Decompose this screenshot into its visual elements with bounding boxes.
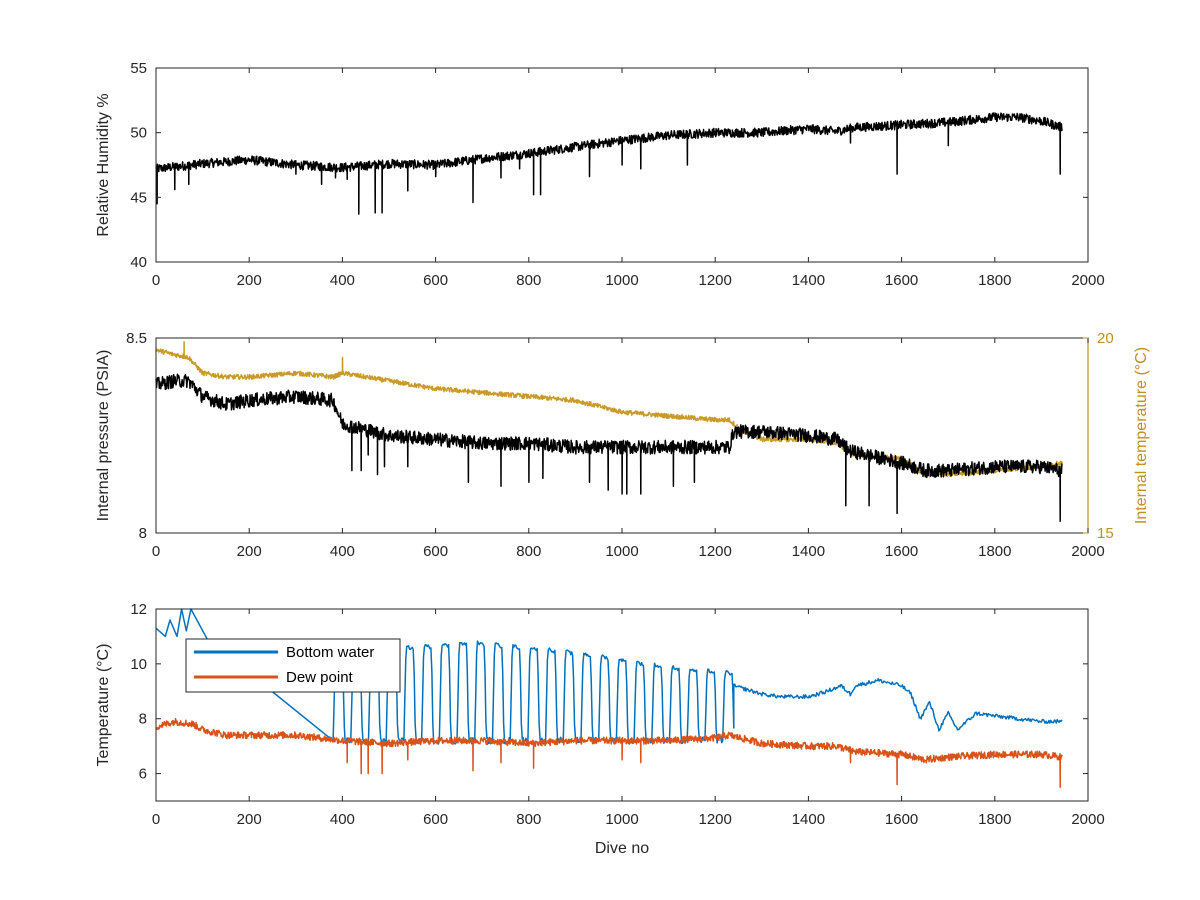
legend-dew-point-label: Dew point [286,669,354,686]
pressure-x-tick-label: 1400 [792,543,825,560]
pressure-x-tick-label: 1600 [885,543,918,560]
internal-temperature-y-axis-label: Internal temperature (°C) [1133,347,1150,524]
temperature-ticks: 0 200 400 600 800 1000 1200 1400 1600 1800 2000 6 8 1… [130,601,1104,828]
humidity-x-tick-label: 2000 [1071,272,1104,289]
humidity-x-tick-label: 600 [423,272,448,289]
humidity-x-tick-label: 800 [516,272,541,289]
humidity-series-layer [155,112,1064,215]
bottom-water-line [155,608,1063,745]
temperature-y-tick-label: 8 [139,711,147,728]
temperature-x-tick-label: 0 [152,811,160,828]
temperature-panel: 0 200 400 600 800 1000 1200 1400 1600 1800 2000 6 8 1… [95,601,1105,857]
temperature-x-tick-label: 1000 [605,811,638,828]
temperature-x-tick-label: 400 [330,811,355,828]
humidity-x-tick-label: 400 [330,272,355,289]
pressure-x-tick-label: 400 [330,543,355,560]
pressure-series-layer [155,341,1064,523]
humidity-x-tick-label: 1400 [792,272,825,289]
pressure-x-tick-label: 200 [237,543,262,560]
legend: Bottom water Dew point [185,638,401,693]
temperature-x-tick-label: 200 [237,811,262,828]
temperature-y-tick-label: 12 [130,601,147,618]
temperature-x-tick-label: 600 [423,811,448,828]
humidity-y-tick-label: 50 [130,125,147,142]
humidity-y-axis-label: Relative Humidity % [95,93,112,236]
dew-point-line [155,717,1064,789]
pressure-x-tick-label: 2000 [1071,543,1104,560]
legend-bottom-water-label: Bottom water [286,644,374,661]
dive-no-x-axis-label: Dive no [595,840,649,857]
temperature-x-tick-label: 1200 [699,811,732,828]
pressure-x-tick-label: 800 [516,543,541,560]
pressure-series-1-line [155,373,1063,523]
humidity-x-tick-label: 1200 [699,272,732,289]
humidity-panel: 0 200 400 600 800 1000 1200 1400 1600 1800 2000 40 4… [95,60,1105,289]
temperature-y-tick-label: 10 [130,656,147,673]
pressure-series-0-line [155,341,1064,478]
humidity-y-tick-label: 40 [130,254,147,271]
pressure-y-tick-label: 8.5 [126,330,147,347]
humidity-x-tick-label: 1000 [605,272,638,289]
temperature-y-axis-label: Temperature (°C) [95,644,112,767]
pressure-x-tick-label: 1000 [605,543,638,560]
pressure-y-tick-label: 8 [139,525,147,542]
temperature-x-tick-label: 1800 [978,811,1011,828]
pressure-right-y-tick-label: 15 [1097,525,1114,542]
temperature-series-layer [155,608,1064,789]
pressure-y-axis-label: Internal pressure (PSIA) [95,350,112,522]
humidity-ticks: 0 200 400 600 800 1000 1200 1400 1600 1800 2000 40 4… [130,60,1104,289]
humidity-x-tick-label: 0 [152,272,160,289]
humidity-x-tick-label: 1800 [978,272,1011,289]
legend-box [185,638,401,693]
pressure-right-y-tick-label: 20 [1097,330,1114,347]
pressure-x-tick-label: 1200 [699,543,732,560]
temperature-x-tick-label: 2000 [1071,811,1104,828]
pressure-panel: 0 200 400 600 800 1000 1200 1400 1600 1800 2000 8 8.… [95,330,1150,560]
pressure-x-tick-label: 600 [423,543,448,560]
humidity-x-tick-label: 1600 [885,272,918,289]
temperature-x-tick-label: 1600 [885,811,918,828]
pressure-x-tick-label: 0 [152,543,160,560]
temperature-x-tick-label: 800 [516,811,541,828]
humidity-x-tick-label: 200 [237,272,262,289]
humidity-y-tick-label: 55 [130,60,147,77]
pressure-ticks: 0 200 400 600 800 1000 1200 1400 1600 1800 2000 8 8.… [126,330,1114,560]
temperature-y-tick-label: 6 [139,766,147,783]
pressure-x-tick-label: 1800 [978,543,1011,560]
temperature-x-tick-label: 1400 [792,811,825,828]
humidity-series-0-line [155,112,1064,215]
humidity-y-tick-label: 45 [130,189,147,206]
